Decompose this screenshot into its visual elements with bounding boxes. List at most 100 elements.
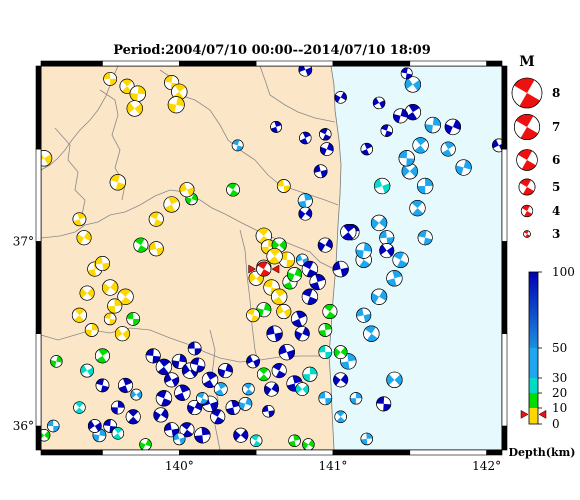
earthquake-mechanism (173, 432, 186, 446)
earthquake-mechanism (266, 325, 283, 342)
earthquake-mechanism (301, 288, 319, 305)
earthquake-mechanism (246, 354, 260, 369)
latitude-tick-label: 37° (13, 234, 34, 248)
earthquake-mechanism (318, 345, 333, 360)
earthquake-mechanism (319, 142, 334, 156)
earthquake-mechanism (266, 248, 283, 265)
earthquake-mechanism (256, 302, 272, 318)
earthquake-mechanism (271, 363, 287, 379)
earthquake-mechanism (412, 137, 429, 154)
earthquake-mechanism (379, 243, 395, 259)
earthquake-mechanism (94, 256, 110, 272)
earthquake-mechanism (164, 372, 180, 388)
earthquake-mechanism (291, 310, 308, 328)
earthquake-mechanism (424, 116, 441, 134)
earthquake-mechanism (153, 407, 169, 423)
earthquake-mechanism (130, 388, 143, 401)
earthquake-mechanism (276, 304, 292, 320)
earthquake-mechanism (380, 124, 393, 137)
earthquake-mechanism (76, 230, 92, 246)
earthquake-mechanism (355, 242, 372, 259)
earthquake-mechanism (47, 419, 60, 433)
earthquake-mechanism (263, 381, 279, 397)
earthquake-mechanism (179, 422, 195, 438)
earthquake-mechanism (118, 377, 134, 393)
magnitude-legend-item: 8 (511, 77, 560, 109)
earthquake-mechanism (139, 438, 152, 450)
earthquake-mechanism (145, 348, 161, 364)
depth-tick-label: 50 (552, 341, 567, 355)
earthquake-mechanism (298, 66, 313, 77)
depth-tick-label: 0 (552, 417, 560, 431)
earthquake-mechanism (374, 177, 391, 195)
earthquake-mechanism (401, 163, 418, 180)
earthquake-mechanism (322, 304, 338, 320)
earthquake-mechanism (297, 193, 313, 209)
earthquake-mechanism (360, 432, 373, 446)
magnitude-legend-item: 7 (513, 114, 560, 141)
depth-band (529, 408, 538, 424)
earthquake-mechanism (148, 241, 164, 257)
earthquake-mechanism (103, 72, 118, 86)
earthquake-mechanism (455, 159, 472, 176)
earthquake-mechanism (444, 118, 461, 136)
earthquake-mechanism (238, 396, 253, 411)
earthquake-mechanism (50, 355, 63, 368)
earthquake-mechanism (256, 367, 271, 382)
longitude-tick-labels: 140° 141° 142° (165, 459, 501, 473)
earthquake-mechanism (226, 182, 240, 197)
earthquake-mechanism (309, 273, 326, 291)
earthquake-mechanism (317, 237, 333, 253)
earthquake-mechanism (287, 267, 303, 283)
magnitude-legend-item: 4 (520, 204, 560, 218)
magnitude-legend-label: 7 (552, 120, 560, 134)
map-frame (35, 60, 508, 456)
earthquake-mechanism (340, 224, 357, 241)
earthquake-mechanism (360, 142, 373, 156)
depth-marker-right (538, 409, 547, 419)
earthquake-mechanism (114, 326, 130, 342)
earthquake-mechanism (41, 429, 51, 442)
earthquake-mechanism (148, 211, 164, 227)
earthquake-mechanism (107, 298, 123, 314)
earthquake-mechanism (386, 371, 403, 388)
earthquake-mechanism (164, 422, 180, 438)
latitude-tick-labels: 37° 36° (13, 234, 34, 433)
magnitude-legend-label: 4 (552, 204, 560, 218)
earthquake-mechanism (102, 279, 119, 296)
earthquake-mechanism (71, 307, 87, 323)
earthquake-mechanism (225, 400, 241, 416)
earthquake-mechanism (417, 230, 433, 246)
earthquake-mechanism (386, 270, 403, 287)
depth-tick-label: 10 (552, 401, 567, 415)
earthquake-mechanism (133, 237, 149, 253)
earthquake-mechanism (318, 391, 333, 406)
depth-scale-title: Depth(km) (509, 446, 576, 459)
longitude-tick-label: 140° (165, 459, 194, 473)
magnitude-legend-label: 8 (552, 86, 560, 100)
earthquake-mechanism (72, 212, 87, 227)
magnitude-legend-label: 5 (552, 180, 560, 194)
earthquake-mechanism (294, 326, 310, 342)
depth-marker-left (520, 409, 529, 419)
longitude-tick-label: 142° (472, 459, 501, 473)
earthquake-mechanism (404, 76, 422, 93)
earthquake-mechanism (171, 353, 187, 369)
earthquake-mechanism (187, 400, 203, 416)
earthquake-mechanism (231, 139, 244, 152)
earthquake-mechanism (129, 85, 146, 102)
earthquake-mechanism (80, 363, 94, 378)
earthquake-layer (41, 66, 502, 450)
earthquake-mechanism (379, 230, 395, 246)
earthquake-mechanism (262, 405, 275, 418)
earthquake-mechanism (278, 251, 296, 268)
magnitude-legend: M 8 7 6 5 4 3 (511, 54, 560, 241)
earthquake-mechanism (334, 410, 347, 423)
earthquake-mechanism (84, 323, 99, 337)
magnitude-legend-label: 3 (552, 227, 560, 241)
earthquake-mechanism (126, 100, 143, 117)
earthquake-mechanism (313, 164, 328, 179)
earthquake-mechanism (210, 409, 226, 425)
earthquake-mechanism (372, 96, 386, 110)
